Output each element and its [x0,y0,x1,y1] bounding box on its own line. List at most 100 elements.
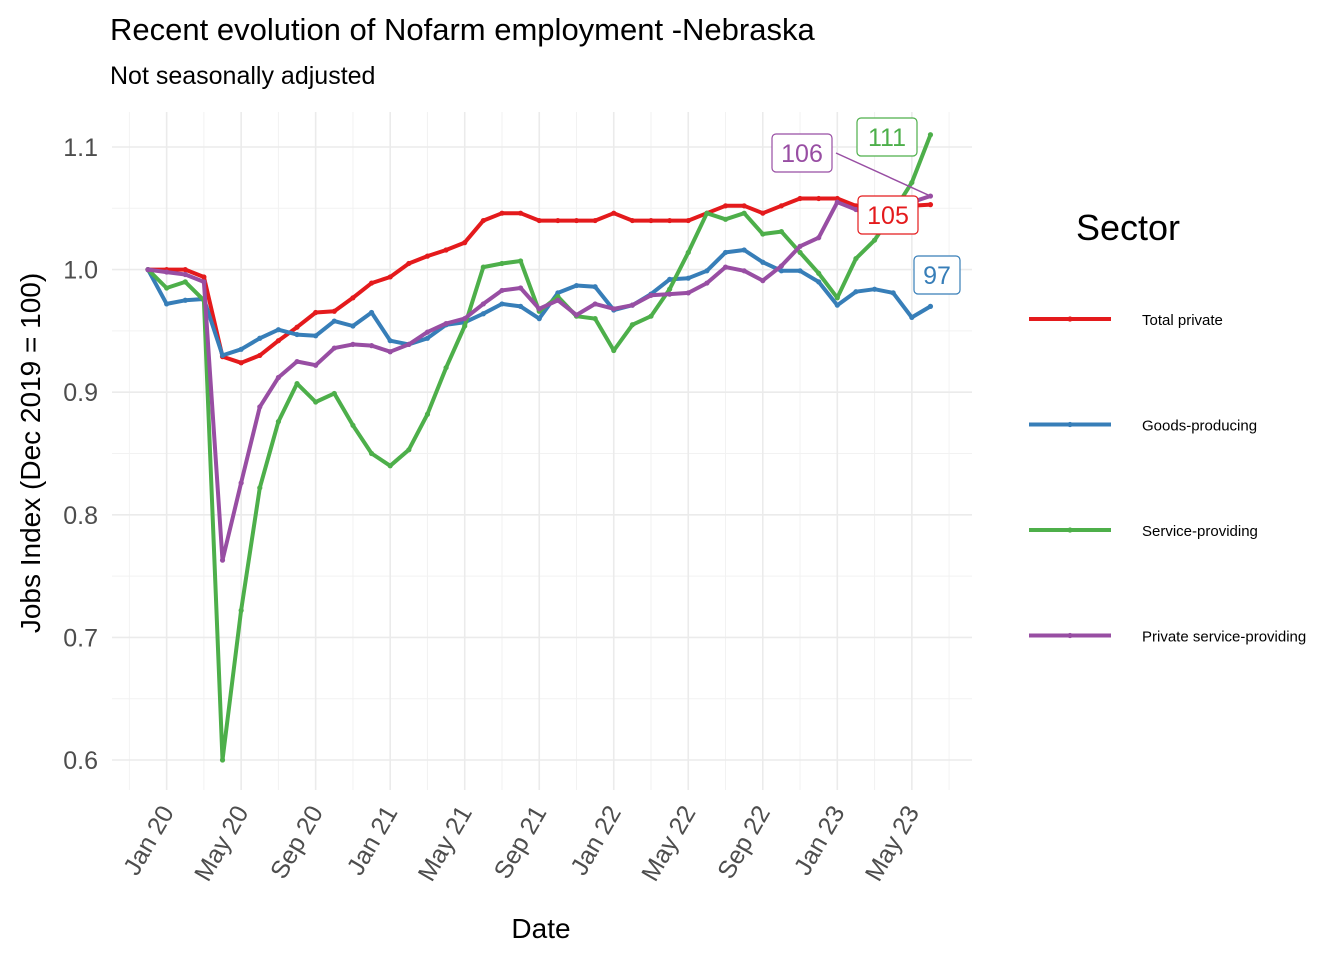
data-point [238,346,244,352]
data-point [518,303,524,309]
y-tick-label: 0.7 [63,624,98,652]
data-point [871,286,878,292]
y-tick-label: 0.9 [63,379,98,407]
legend-swatch-point [1067,632,1073,639]
legend-swatch-point [1067,316,1073,322]
data-point [629,217,635,224]
data-point [909,314,915,321]
data-point [219,757,226,763]
data-point [797,268,803,274]
data-point [462,323,468,329]
legend-label: Private service-providing [1142,629,1306,646]
data-point [722,203,729,209]
data-point [573,217,580,224]
data-point [741,247,747,253]
data-point [629,302,635,308]
y-tick-label: 1.1 [63,134,98,162]
data-point [368,343,375,349]
data-point [648,292,654,298]
data-point [499,210,505,216]
data-point [275,419,282,425]
data-point [462,240,468,246]
data-point [834,302,840,308]
data-point [555,297,561,303]
data-point [518,285,524,291]
data-point [592,316,598,322]
data-point [219,557,226,563]
data-point [424,253,431,259]
data-point [499,301,505,307]
x-tick-label: May 23 [860,801,925,886]
data-point [499,287,505,294]
data-point [201,279,207,285]
data-point [778,268,785,274]
data-point [778,203,785,209]
data-point [722,249,729,256]
data-point [648,217,654,224]
data-point [182,267,188,273]
data-point [555,217,561,224]
data-point [853,289,859,295]
data-point [275,374,282,381]
legend-item: Private service-providing [1029,629,1306,646]
data-point [816,235,822,241]
data-point [536,306,542,312]
y-tick-label: 0.8 [63,502,98,530]
data-point [294,324,300,330]
data-point [611,306,617,312]
data-point [685,275,691,281]
data-point [331,390,337,397]
data-point [294,358,300,365]
data-point [667,276,673,283]
legend-swatch-point [1067,421,1073,428]
legend: Sector Total private Goods-producing Servi… [1029,207,1306,646]
data-point [331,345,337,351]
data-point [462,316,468,322]
data-point [722,216,729,222]
legend-item: Service-providing [1029,523,1258,540]
data-point [797,249,803,256]
data-point [816,279,822,285]
x-tick-label: Sep 21 [489,801,553,884]
data-point [667,291,673,297]
legend-title: Sector [1076,207,1180,248]
data-point [164,269,170,275]
data-point [536,217,542,224]
data-point [368,280,375,286]
y-tick-label: 1.0 [63,257,98,285]
data-point [927,193,934,199]
gridlines [112,112,972,790]
data-point [592,301,598,307]
data-point [424,411,431,417]
data-point [480,311,486,317]
label-box [857,195,919,235]
data-point [350,295,356,301]
label-box [856,117,918,157]
data-point [890,290,896,296]
data-point [741,268,747,274]
x-axis-ticks: Jan 20 May 20 Sep 20 Jan 21 May 21 Sep 21 Jan … [118,801,925,886]
legend-label: Goods-producing [1142,418,1257,435]
data-point [182,297,188,303]
end-label-total-private: 105 [857,195,919,235]
data-point [313,333,319,339]
data-point [760,278,766,284]
end-label-service-providing: 111 [856,117,918,157]
data-point [406,260,412,267]
data-point [797,195,803,202]
data-point [275,327,282,333]
data-point [294,331,300,338]
data-point [760,210,766,216]
data-point [611,210,617,216]
data-point [741,210,747,216]
data-point [704,268,710,274]
data-point [350,422,356,428]
data-point [555,293,561,300]
data-point [518,258,524,264]
data-point [443,247,449,253]
legend-item: Goods-producing [1029,418,1257,435]
data-point [685,249,691,256]
data-point [722,264,729,270]
data-point [704,280,710,286]
data-point [704,210,710,216]
